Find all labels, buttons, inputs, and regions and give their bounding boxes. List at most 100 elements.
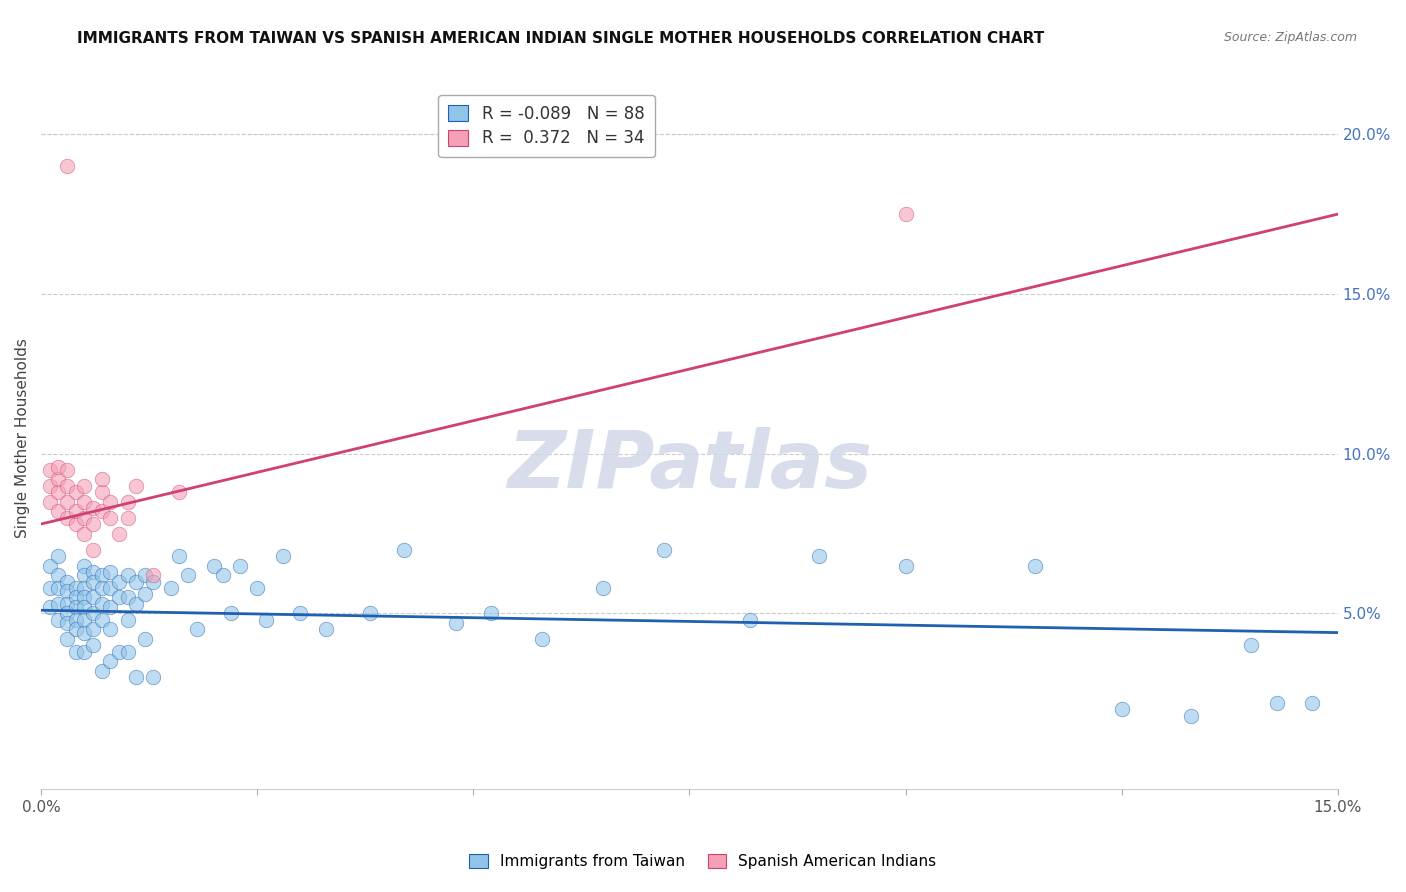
Point (117, 591, 139, 605)
Point (38, 558, 60, 573)
Point (90, 472, 112, 486)
Point (159, 581, 181, 595)
Point (65, 623, 87, 637)
Point (125, 478, 148, 492)
Point (108, 591, 131, 605)
Point (90, 664, 112, 678)
Point (73, 613, 96, 627)
Point (125, 670, 148, 684)
Point (1265, 696, 1288, 710)
Point (169, 549, 191, 563)
Point (108, 645, 131, 659)
Text: Source: ZipAtlas.com: Source: ZipAtlas.com (1223, 31, 1357, 45)
Point (48, 568, 70, 582)
Point (48, 472, 70, 486)
Point (1111, 702, 1133, 716)
Point (90, 581, 112, 595)
Point (65, 613, 87, 627)
Point (1301, 696, 1323, 710)
Point (219, 607, 242, 621)
Point (117, 568, 139, 582)
Point (90, 613, 112, 627)
Point (56, 463, 79, 477)
Point (56, 597, 79, 611)
Y-axis label: Single Mother Households: Single Mother Households (15, 338, 30, 538)
Point (1024, 558, 1046, 573)
Point (56, 632, 79, 646)
Point (38, 600, 60, 615)
Point (73, 600, 96, 615)
Point (479, 607, 502, 621)
Point (65, 504, 87, 518)
Point (254, 613, 277, 627)
Point (142, 670, 165, 684)
Point (98, 565, 121, 579)
Point (82, 607, 104, 621)
Point (48, 597, 70, 611)
Point (271, 549, 294, 563)
Point (246, 581, 269, 595)
Point (73, 568, 96, 582)
Point (56, 615, 79, 630)
Point (108, 526, 131, 541)
Point (108, 574, 131, 589)
Point (1180, 708, 1202, 723)
Point (117, 645, 139, 659)
Point (73, 478, 96, 492)
Point (82, 565, 104, 579)
Point (134, 587, 156, 601)
Point (82, 574, 104, 589)
Point (444, 615, 467, 630)
Point (56, 510, 79, 524)
Point (38, 478, 60, 492)
Point (894, 558, 917, 573)
Point (65, 600, 87, 615)
Point (73, 591, 96, 605)
Point (134, 632, 156, 646)
Point (125, 574, 148, 589)
Point (65, 516, 87, 531)
Point (315, 623, 337, 637)
Legend: Immigrants from Taiwan, Spanish American Indians: Immigrants from Taiwan, Spanish American… (464, 847, 942, 875)
Point (73, 625, 96, 640)
Point (98, 654, 121, 668)
Point (98, 600, 121, 615)
Point (82, 591, 104, 605)
Point (38, 494, 60, 508)
Point (290, 607, 312, 621)
Point (359, 607, 381, 621)
Point (48, 581, 70, 595)
Point (531, 632, 554, 646)
Point (82, 501, 104, 516)
Point (38, 581, 60, 595)
Point (48, 549, 70, 563)
Point (73, 645, 96, 659)
Point (98, 494, 121, 508)
Point (98, 581, 121, 595)
Point (117, 510, 139, 524)
Point (48, 485, 70, 500)
Point (73, 581, 96, 595)
Text: IMMIGRANTS FROM TAIWAN VS SPANISH AMERICAN INDIAN SINGLE MOTHER HOUSEHOLDS CORRE: IMMIGRANTS FROM TAIWAN VS SPANISH AMERIC… (77, 31, 1045, 46)
Point (652, 542, 675, 557)
Point (73, 510, 96, 524)
Point (82, 542, 104, 557)
Point (894, 207, 917, 221)
Point (73, 494, 96, 508)
Point (117, 494, 139, 508)
Point (177, 568, 200, 582)
Legend: R = -0.089   N = 88, R =  0.372   N = 34: R = -0.089 N = 88, R = 0.372 N = 34 (439, 95, 655, 157)
Point (38, 463, 60, 477)
Point (169, 485, 191, 500)
Point (392, 542, 415, 557)
Point (90, 504, 112, 518)
Point (65, 485, 87, 500)
Point (56, 607, 79, 621)
Point (90, 597, 112, 611)
Point (48, 504, 70, 518)
Point (211, 568, 233, 582)
Point (134, 568, 156, 582)
Point (73, 558, 96, 573)
Point (56, 494, 79, 508)
Point (48, 613, 70, 627)
